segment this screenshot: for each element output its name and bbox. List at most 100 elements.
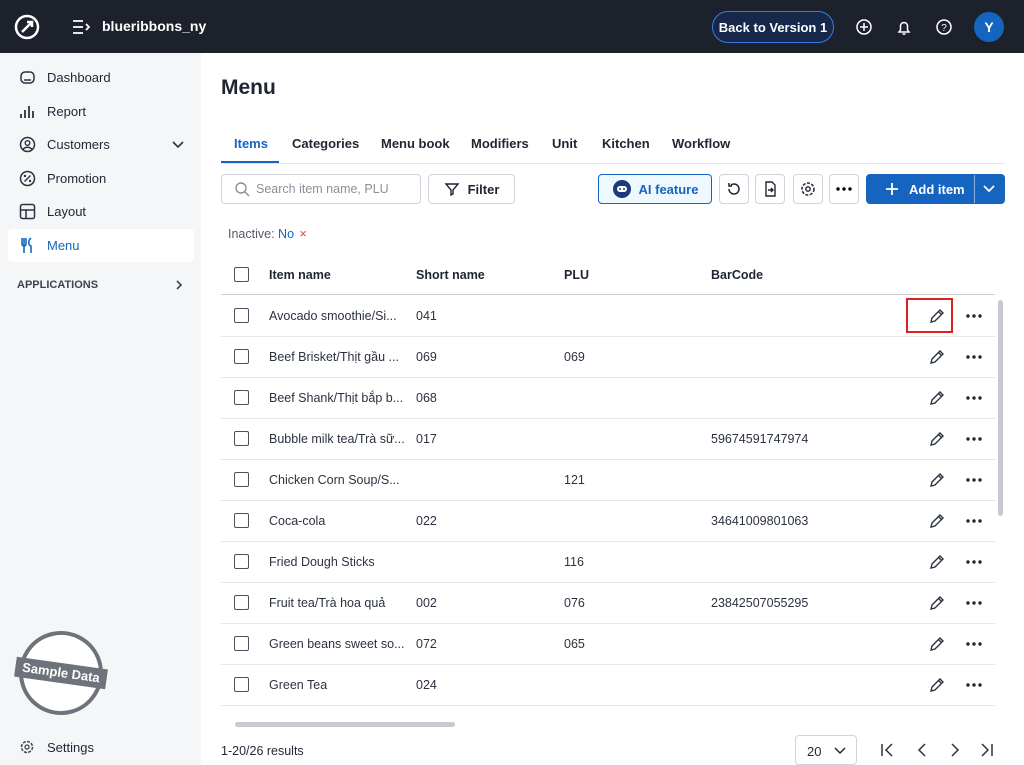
cell: Beef Shank/Thịt bắp b...	[269, 391, 404, 405]
ai-label: AI feature	[638, 181, 699, 197]
edit-icon[interactable]	[929, 677, 945, 693]
cell: 23842507055295	[711, 596, 809, 610]
v-scrollbar[interactable]	[998, 300, 1003, 516]
row-checkbox[interactable]	[234, 636, 249, 651]
nav-icon	[19, 170, 36, 186]
filter-chip: Inactive: No ×	[228, 227, 307, 241]
tab[interactable]: Kitchen	[602, 136, 650, 151]
nav-item[interactable]: Layout	[8, 195, 194, 228]
column-header: Item name	[269, 268, 331, 282]
more-icon	[836, 187, 852, 191]
split	[974, 175, 975, 203]
settings[interactable]: Settings	[47, 740, 94, 755]
applications[interactable]: APPLICATIONS	[17, 279, 99, 291]
row-more[interactable]	[966, 683, 982, 687]
tab[interactable]: Menu book	[381, 136, 450, 151]
filter-button[interactable]: Filter	[428, 174, 515, 204]
chip-value: No	[278, 227, 295, 241]
more-button[interactable]	[829, 174, 859, 204]
menu-toggle[interactable]	[72, 19, 90, 35]
refresh-icon	[728, 183, 740, 195]
tab[interactable]: Workflow	[672, 136, 731, 151]
cell: 121	[564, 473, 585, 487]
search-box[interactable]: Search item name, PLU	[221, 174, 421, 204]
cell: Bubble milk tea/Trà sữ...	[269, 432, 405, 446]
tab[interactable]: Modifiers	[471, 136, 529, 151]
row-rule	[221, 705, 995, 706]
export-button[interactable]	[755, 174, 785, 204]
ai-icon	[612, 180, 631, 198]
sidebar: APPLICATIONS Sample Data Settings Dashbo…	[0, 53, 201, 765]
page-size[interactable]: 20	[795, 735, 857, 765]
row-more[interactable]	[966, 314, 982, 318]
chip-remove[interactable]: ×	[299, 227, 307, 241]
nav-item[interactable]: Report	[8, 95, 194, 128]
nav-icon	[20, 105, 34, 118]
tab[interactable]: Categories	[292, 136, 360, 151]
nav-item[interactable]: Menu	[8, 228, 194, 262]
edit-icon[interactable]	[929, 636, 945, 652]
cell: 34641009801063	[711, 514, 809, 528]
row-more[interactable]	[966, 560, 982, 564]
row-more[interactable]	[966, 642, 982, 646]
edit-icon[interactable]	[929, 554, 945, 570]
pager[interactable]	[880, 742, 994, 758]
row-rule	[221, 664, 995, 665]
settings-button[interactable]	[793, 174, 823, 204]
row-checkbox[interactable]	[234, 472, 249, 487]
cell: 022	[416, 514, 437, 528]
edit-icon[interactable]	[929, 349, 945, 365]
row-checkbox[interactable]	[234, 595, 249, 610]
svg-text:?: ?	[941, 23, 947, 34]
add-item-button[interactable]: Add item	[866, 174, 1005, 204]
nav-item[interactable]: Promotion	[8, 162, 194, 195]
page-size-value: 20	[807, 744, 822, 759]
expand[interactable]	[172, 140, 184, 150]
row-more[interactable]	[966, 437, 982, 441]
row-checkbox[interactable]	[234, 308, 249, 323]
cell: 024	[416, 678, 437, 692]
edit-icon[interactable]	[929, 390, 945, 406]
nav-item[interactable]: Customers	[8, 128, 194, 161]
nav-label: Menu	[47, 237, 80, 253]
row-more[interactable]	[966, 519, 982, 523]
tab[interactable]: Unit	[552, 136, 578, 151]
cell: Avocado smoothie/Si...	[269, 309, 397, 323]
h-scrollbar[interactable]	[235, 722, 455, 727]
row-checkbox[interactable]	[234, 349, 249, 364]
nav-item[interactable]: Dashboard	[8, 61, 194, 94]
cell: 068	[416, 391, 437, 405]
edit-icon[interactable]	[929, 308, 945, 324]
row-more[interactable]	[966, 601, 982, 605]
refresh-button[interactable]	[719, 174, 749, 204]
header-icons[interactable]: ?	[855, 18, 965, 36]
ai-button[interactable]: AI feature	[598, 174, 712, 204]
row-checkbox[interactable]	[234, 431, 249, 446]
avatar[interactable]: Y	[974, 12, 1004, 42]
edit-icon[interactable]	[929, 595, 945, 611]
caret	[834, 747, 846, 755]
tab[interactable]: Items	[234, 136, 268, 151]
edit-icon[interactable]	[929, 513, 945, 529]
row-more[interactable]	[966, 396, 982, 400]
column-header: BarCode	[711, 268, 764, 282]
nav-icon	[20, 71, 35, 84]
row-checkbox[interactable]	[234, 390, 249, 405]
row-more[interactable]	[966, 355, 982, 359]
cell: 076	[564, 596, 585, 610]
cell: 069	[416, 350, 437, 364]
cell: Chicken Corn Soup/S...	[269, 473, 400, 487]
dropdown-icon[interactable]	[983, 185, 995, 193]
edit-icon[interactable]	[929, 472, 945, 488]
row-checkbox[interactable]	[234, 677, 249, 692]
row-more[interactable]	[966, 478, 982, 482]
select-all[interactable]	[234, 267, 249, 282]
settings-icon	[20, 740, 34, 754]
back-button[interactable]: Back to Version 1	[712, 11, 834, 43]
row-checkbox[interactable]	[234, 513, 249, 528]
row-checkbox[interactable]	[234, 554, 249, 569]
edit-icon[interactable]	[929, 431, 945, 447]
nav-icon	[19, 203, 36, 220]
add-item-label: Add item	[909, 181, 965, 197]
